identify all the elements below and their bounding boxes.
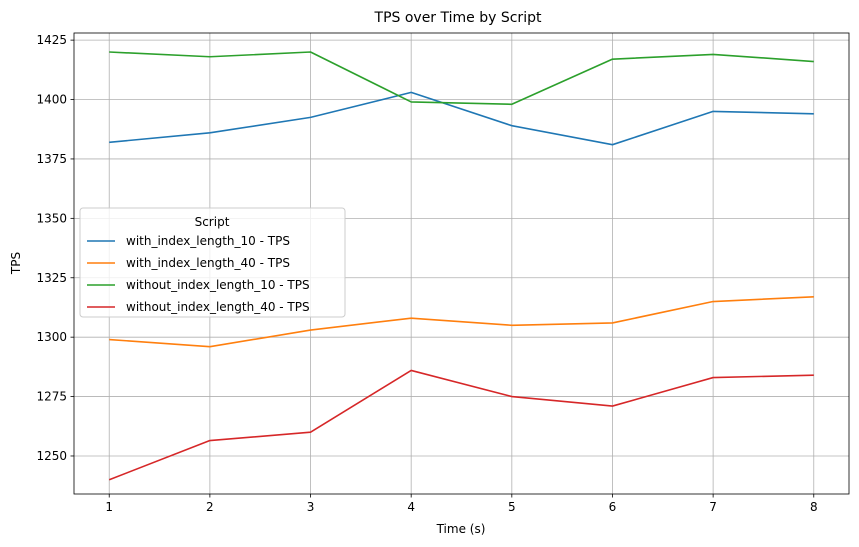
y-axis: 1250 1275 1300 1325 1350 1375 1400 1425: [36, 33, 74, 463]
legend-box: [79, 207, 346, 318]
y-tick-label: 1275: [36, 390, 67, 404]
series-line-0: [109, 91, 814, 146]
y-tick-label: 1400: [36, 93, 67, 107]
legend: Script with_index_length_10 - TPS with_in…: [79, 207, 346, 318]
legend-entry-1: with_index_length_40 - TPS: [126, 256, 290, 270]
legend-title: Script: [195, 215, 230, 229]
legend-entry-0: with_index_length_10 - TPS: [126, 234, 290, 248]
x-tick-label: 6: [609, 500, 617, 514]
x-tick-label: 5: [508, 500, 516, 514]
series-line-1: [109, 295, 814, 348]
legend-entry-3: without_index_length_40 - TPS: [126, 300, 310, 314]
y-tick-label: 1325: [36, 271, 67, 285]
y-tick-label: 1250: [36, 449, 67, 463]
x-axis: 1 2 3 4 5 6 7 8: [105, 494, 818, 514]
x-tick-label: 7: [709, 500, 717, 514]
x-tick-label: 8: [810, 500, 818, 514]
x-axis-label: Time (s): [436, 522, 486, 536]
chart-title: TPS over Time by Script: [374, 10, 542, 26]
y-tick-label: 1300: [36, 330, 67, 344]
y-tick-label: 1350: [36, 211, 67, 225]
series-line-2: [109, 51, 814, 106]
y-tick-label: 1425: [36, 33, 67, 47]
plot-frame: [73, 32, 850, 495]
x-tick-label: 1: [105, 500, 113, 514]
y-tick-label: 1375: [36, 152, 67, 166]
legend-entry-2: without_index_length_10 - TPS: [126, 278, 310, 292]
x-tick-label: 3: [307, 500, 315, 514]
x-tick-label: 4: [407, 500, 415, 514]
y-axis-label: TPS: [9, 252, 23, 275]
x-tick-label: 2: [206, 500, 214, 514]
series-line-3: [108, 369, 814, 481]
series-lines: [108, 51, 814, 481]
